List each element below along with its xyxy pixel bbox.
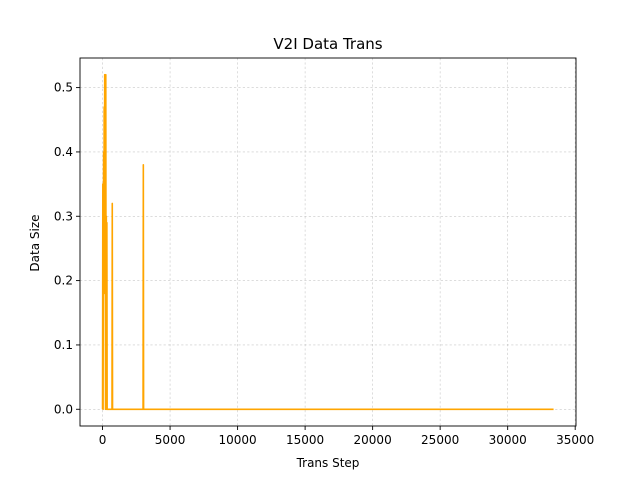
x-tick-label: 0 [99, 433, 107, 447]
series-line [101, 73, 554, 411]
y-ticks: 0.0 0.1 0.2 0.3 0.4 0.5 [54, 81, 80, 416]
y-tick-label: 0.5 [54, 81, 73, 95]
y-tick-label: 0.1 [54, 338, 73, 352]
chart-title: V2I Data Trans [273, 35, 382, 53]
x-tick-label: 15000 [286, 433, 324, 447]
y-tick-label: 0.4 [54, 145, 73, 159]
y-tick-label: 0.0 [54, 402, 73, 416]
x-tick-label: 10000 [218, 433, 256, 447]
x-tick-label: 25000 [421, 433, 459, 447]
series-layer [101, 73, 554, 411]
x-tick-label: 5000 [155, 433, 186, 447]
y-tick-label: 0.3 [54, 209, 73, 223]
y-axis-label: Data Size [28, 214, 42, 271]
x-tick-label: 30000 [489, 433, 527, 447]
plot-frame [79, 57, 577, 427]
y-tick-label: 0.2 [54, 274, 73, 288]
x-ticks: 0 5000 10000 15000 20000 25000 30000 35000 [99, 426, 594, 447]
x-tick-label: 35000 [556, 433, 594, 447]
x-axis-label: Trans Step [296, 456, 360, 470]
x-tick-label: 20000 [354, 433, 392, 447]
